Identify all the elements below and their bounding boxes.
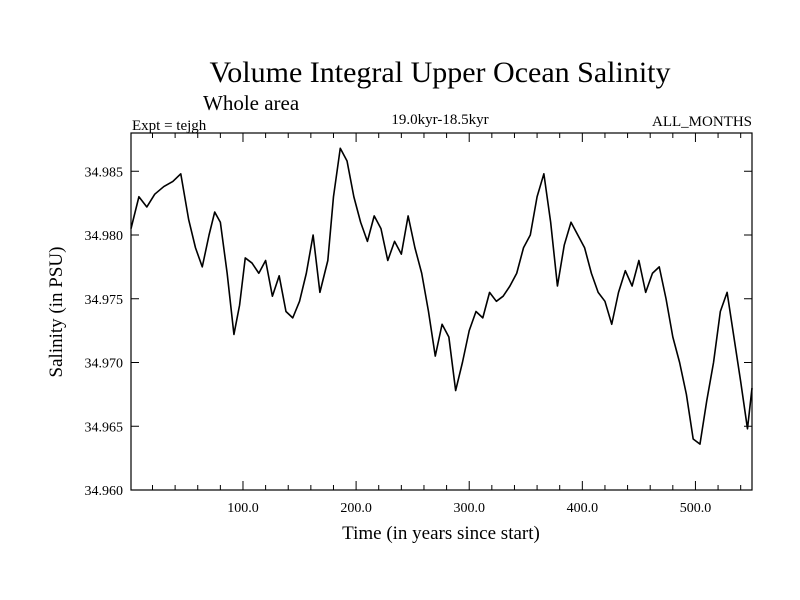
x-tick-label: 100.0 [227, 501, 259, 516]
expt-label: Expt = tejgh [132, 118, 207, 134]
period-label: 19.0kyr-18.5kyr [391, 112, 488, 128]
y-tick-label: 34.980 [85, 229, 124, 244]
y-tick-label: 34.975 [85, 293, 124, 308]
x-axis-title: Time (in years since start) [342, 523, 540, 544]
series-layer [130, 147, 753, 445]
y-tick-label: 34.985 [85, 165, 124, 180]
y-axis-title: Salinity (in PSU) [46, 247, 67, 378]
x-tick-label: 400.0 [567, 501, 599, 516]
y-tick-label: 34.965 [85, 420, 124, 435]
y-tick-label: 34.960 [85, 484, 124, 499]
months-label: ALL_MONTHS [652, 114, 752, 130]
plot-frame [130, 132, 753, 491]
x-axis-ticks: 100.0 200.0 300.0 400.0 500.0 [151, 133, 742, 516]
x-tick-label: 200.0 [340, 501, 372, 516]
chart-subtitle: Whole area [203, 91, 300, 115]
series-line-salinity [130, 147, 753, 445]
y-axis-ticks: 34.960 34.965 34.970 34.975 34.980 34.985 [85, 165, 752, 499]
x-tick-label: 500.0 [680, 501, 712, 516]
chart-title: Volume Integral Upper Ocean Salinity [210, 56, 671, 89]
y-tick-label: 34.970 [85, 357, 124, 372]
x-tick-label: 300.0 [453, 501, 485, 516]
